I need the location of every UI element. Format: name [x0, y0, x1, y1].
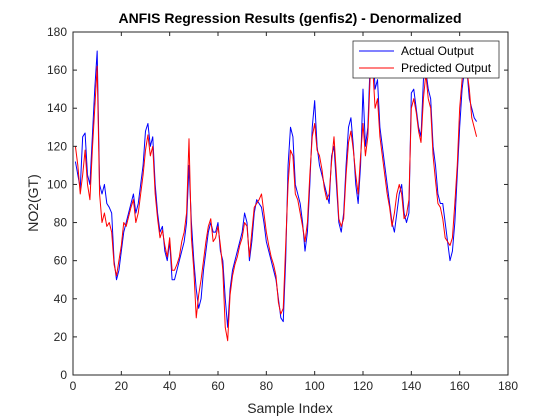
x-tick-label: 40 — [163, 379, 177, 393]
legend-box — [352, 40, 500, 79]
x-tick-label: 120 — [353, 379, 373, 393]
y-axis-label: NO2(GT) — [25, 174, 41, 232]
x-tick-label: 60 — [211, 379, 225, 393]
plot-background — [73, 32, 508, 375]
x-tick-label: 160 — [450, 379, 470, 393]
y-tick-label: 180 — [47, 25, 67, 39]
x-axis-label: Sample Index — [247, 400, 333, 416]
y-tick-label: 100 — [47, 177, 67, 191]
legend[interactable]: Actual Output Predicted Output — [352, 40, 500, 79]
y-tick-label: 20 — [54, 330, 68, 344]
y-tick-label: 140 — [47, 101, 67, 115]
y-tick-label: 160 — [47, 63, 67, 77]
series-layer — [74, 41, 478, 342]
legend-label-predicted: Predicted Output — [401, 61, 492, 75]
y-axis: 0 20 40 60 80 100 120 140 160 180 — [47, 25, 508, 382]
y-tick-label: 40 — [54, 292, 68, 306]
x-tick-label: 100 — [305, 379, 325, 393]
y-tick-label: 80 — [54, 216, 68, 230]
x-tick-label: 20 — [115, 379, 129, 393]
series-line-predicted-output — [74, 60, 478, 342]
chart-title: ANFIS Regression Results (genfis2) - Den… — [118, 10, 461, 26]
y-tick-label: 120 — [47, 139, 67, 153]
x-tick-label: 80 — [260, 379, 274, 393]
x-tick-label: 140 — [401, 379, 421, 393]
legend-label-actual: Actual Output — [401, 44, 474, 58]
y-tick-label: 0 — [60, 368, 67, 382]
x-axis: 0 20 40 60 80 100 120 140 160 180 — [70, 32, 518, 393]
axes-box — [72, 31, 509, 376]
x-tick-label: 180 — [498, 379, 518, 393]
y-tick-label: 60 — [54, 254, 68, 268]
x-tick-label: 0 — [70, 379, 77, 393]
